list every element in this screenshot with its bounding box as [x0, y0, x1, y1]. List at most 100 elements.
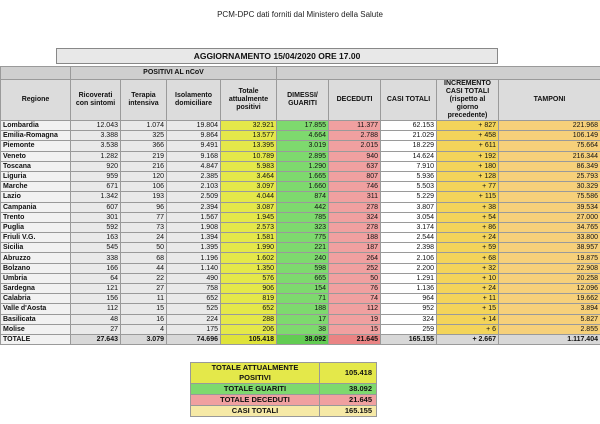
totale-positivi-cell: 1.945 — [220, 211, 277, 223]
terapia-cell: 24 — [120, 232, 167, 244]
tamponi-cell: 33.800 — [498, 232, 600, 244]
incremento-cell: + 11 — [436, 293, 499, 305]
table-row: Piemonte 3.538 366 9.491 13.395 3.019 2.015 18.… — [0, 140, 600, 152]
table-row: Toscana 920 216 4.847 5.983 1.290 637 7.910 + 18… — [0, 160, 600, 172]
tamponi-cell: 39.534 — [498, 201, 600, 213]
casi-totali-cell: 259 — [380, 323, 437, 335]
casi-totali-cell: 21.029 — [380, 130, 437, 142]
totale-positivi-cell: 1.581 — [220, 232, 277, 244]
deceduti-cell: 188 — [328, 232, 381, 244]
terapia-cell: 22 — [120, 272, 167, 285]
deceduti-cell: 19 — [328, 313, 381, 325]
ricoverati-cell: 959 — [70, 170, 121, 183]
totale-positivi-cell: 2.573 — [220, 221, 277, 234]
header-totale-positivi: Totale attualmente positivi — [220, 79, 277, 121]
deceduti-cell: 264 — [328, 252, 381, 264]
isolamento-cell: 9.864 — [166, 130, 221, 142]
guariti-cell: 221 — [276, 242, 329, 254]
terapia-cell: 106 — [120, 181, 167, 193]
totale-positivi-cell: 576 — [220, 272, 277, 285]
casi-totali-cell: 7.910 — [380, 160, 437, 172]
isolamento-cell: 1.196 — [166, 252, 221, 264]
tamponi-cell: 27.000 — [498, 211, 600, 223]
totale-positivi-cell: 13.577 — [220, 130, 277, 142]
table-row: Lombardia 12.043 1.074 19.804 32.921 17.855 11… — [0, 119, 600, 132]
casi-totali-cell: 14.624 — [380, 150, 437, 162]
incremento-cell: + 6 — [436, 323, 499, 335]
tamponi-cell: 75.586 — [498, 191, 600, 203]
incremento-cell: + 458 — [436, 130, 499, 142]
incremento-cell: + 68 — [436, 252, 499, 264]
incremento-cell: + 128 — [436, 170, 499, 183]
table-row: Veneto 1.282 219 9.168 10.789 2.895 940 14.624 +… — [0, 150, 600, 162]
tamponi-cell: 86.349 — [498, 160, 600, 172]
terapia-cell: 68 — [120, 252, 167, 264]
tamponi-cell: 19.662 — [498, 293, 600, 305]
totale-positivi-cell: 10.789 — [220, 150, 277, 162]
region-cell: Bolzano — [0, 262, 71, 274]
table-body: Lombardia 12.043 1.074 19.804 32.921 17.855 11… — [0, 119, 600, 346]
table-row: Molise 27 4 175 206 38 15 259 + 6 2.855 — [0, 323, 600, 335]
casi-totali-cell: 5.503 — [380, 181, 437, 193]
casi-totali-cell: 165.155 — [380, 333, 437, 346]
header-positive-group: POSITIVI AL nCoV — [70, 66, 277, 80]
tamponi-cell: 25.793 — [498, 170, 600, 183]
isolamento-cell: 1.140 — [166, 262, 221, 274]
terapia-cell: 120 — [120, 170, 167, 183]
incremento-cell: + 192 — [436, 150, 499, 162]
summary-value: 105.418 — [319, 362, 377, 384]
ricoverati-cell: 156 — [70, 293, 121, 305]
casi-totali-cell: 1.291 — [380, 272, 437, 285]
guariti-cell: 874 — [276, 191, 329, 203]
summary-value: 21.645 — [319, 394, 377, 406]
terapia-cell: 4 — [120, 323, 167, 335]
casi-totali-cell: 1.136 — [380, 282, 437, 295]
guariti-cell: 775 — [276, 232, 329, 244]
ricoverati-cell: 1.342 — [70, 191, 121, 203]
incremento-cell: + 54 — [436, 211, 499, 223]
ricoverati-cell: 112 — [70, 303, 121, 315]
incremento-cell: + 14 — [436, 313, 499, 325]
casi-totali-cell: 324 — [380, 313, 437, 325]
summary-label: TOTALE DECEDUTI — [190, 394, 320, 406]
totale-positivi-cell: 4.044 — [220, 191, 277, 203]
deceduti-cell: 50 — [328, 272, 381, 285]
summary-row: TOTALE ATTUALMENTE POSITIVI 105.418 — [190, 362, 377, 384]
update-banner: AGGIORNAMENTO 15/04/2020 ORE 17.00 — [56, 48, 498, 64]
totale-positivi-cell: 3.464 — [220, 170, 277, 183]
region-cell: Piemonte — [0, 140, 71, 152]
totale-positivi-cell: 13.395 — [220, 140, 277, 152]
guariti-cell: 323 — [276, 221, 329, 234]
ricoverati-cell: 12.043 — [70, 119, 121, 132]
deceduti-cell: 112 — [328, 303, 381, 315]
table-row: Friuli V.G. 163 24 1.394 1.581 775 188 2.544 + 2… — [0, 232, 600, 244]
table-row: Marche 671 106 2.103 3.097 1.660 746 5.503 + 77 3… — [0, 181, 600, 193]
totale-positivi-cell: 206 — [220, 323, 277, 335]
ricoverati-cell: 27.643 — [70, 333, 121, 346]
ricoverati-cell: 671 — [70, 181, 121, 193]
totale-positivi-cell: 288 — [220, 313, 277, 325]
incremento-cell: + 59 — [436, 242, 499, 254]
terapia-cell: 15 — [120, 303, 167, 315]
guariti-cell: 17 — [276, 313, 329, 325]
guariti-cell: 38 — [276, 323, 329, 335]
terapia-cell: 16 — [120, 313, 167, 325]
summary-row: CASI TOTALI 165.155 — [190, 405, 377, 417]
isolamento-cell: 525 — [166, 303, 221, 315]
guariti-cell: 1.290 — [276, 160, 329, 172]
totale-positivi-cell: 5.983 — [220, 160, 277, 172]
table-row: Emilia-Romagna 3.388 325 9.864 13.577 4.664 2.… — [0, 130, 600, 142]
region-cell: Trento — [0, 211, 71, 223]
casi-totali-cell: 3.807 — [380, 201, 437, 213]
tamponi-cell: 20.258 — [498, 272, 600, 285]
deceduti-cell: 2.015 — [328, 140, 381, 152]
region-cell: Abruzzo — [0, 252, 71, 264]
region-cell: Marche — [0, 181, 71, 193]
isolamento-cell: 9.491 — [166, 140, 221, 152]
summary-label: TOTALE GUARITI — [190, 383, 320, 395]
ricoverati-cell: 3.538 — [70, 140, 121, 152]
table-row: Abruzzo 338 68 1.196 1.602 240 264 2.106 + 68 19.… — [0, 252, 600, 264]
isolamento-cell: 2.103 — [166, 181, 221, 193]
incremento-cell: + 827 — [436, 119, 499, 132]
casi-totali-cell: 5.229 — [380, 191, 437, 203]
